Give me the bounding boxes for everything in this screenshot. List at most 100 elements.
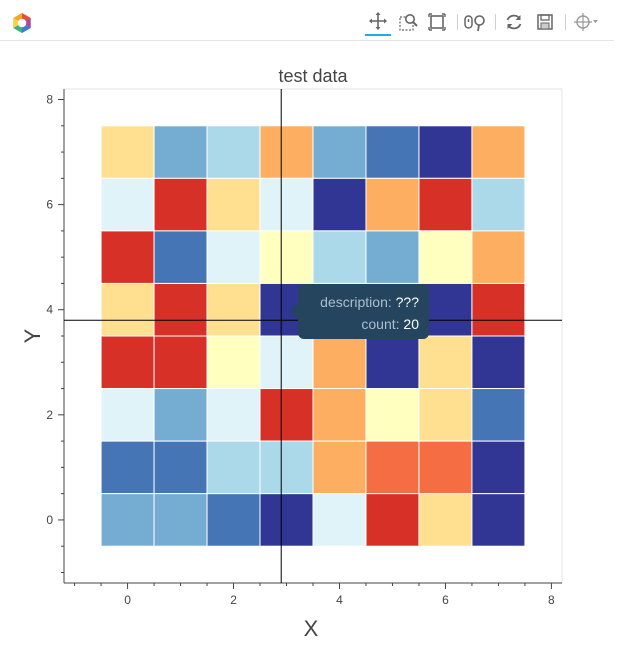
pan-icon	[369, 12, 387, 30]
heatmap-cell	[100, 282, 155, 337]
heatmap-cell	[312, 440, 367, 495]
heatmap-cell	[312, 493, 367, 547]
wheel-zoom-tool[interactable]	[463, 8, 489, 36]
x-tick-label: 6	[442, 593, 449, 607]
crosshair-icon	[574, 13, 598, 31]
tooltip-description-label: description:	[320, 294, 392, 310]
heatmap-cell	[100, 335, 155, 390]
tooltip-description-value: ???	[395, 294, 419, 310]
tooltip-count-label: count:	[361, 316, 400, 332]
y-tick-label: 6	[46, 198, 53, 212]
heatmap-cell	[206, 388, 261, 442]
heatmap-cell	[153, 335, 208, 390]
bokeh-logo-icon	[13, 13, 31, 33]
heatmap-cell	[153, 493, 208, 547]
reset-tool[interactable]	[501, 8, 527, 36]
heatmap-cell	[153, 125, 208, 179]
heatmap-cell	[100, 440, 155, 495]
heatmap-cell	[259, 177, 314, 232]
tooltip-count-row: count: 20	[298, 313, 419, 335]
heatmap-cell	[206, 230, 261, 284]
heatmap-cell	[471, 230, 526, 284]
heatmap-cell	[312, 177, 367, 232]
heatmap-cell	[418, 440, 473, 495]
heatmap-cell	[153, 177, 208, 232]
heatmap-cell	[312, 230, 367, 284]
box-select-icon	[428, 13, 446, 31]
tooltip-count-value: 20	[403, 316, 419, 332]
heatmap-cell	[471, 493, 526, 547]
x-tick-label: 4	[336, 593, 343, 607]
heatmap-cell	[471, 282, 526, 337]
heatmap-cell	[100, 125, 155, 179]
heatmap-cell	[471, 125, 526, 179]
heatmap-plot[interactable]: test data 0 2 4 6 8 0 2 4 6 8 X Y	[0, 50, 622, 647]
heatmap-cell	[100, 493, 155, 547]
heatmap-cell	[206, 282, 261, 337]
heatmap-cell	[312, 125, 367, 179]
x-tick-label: 0	[124, 593, 131, 607]
heatmap-cell	[259, 230, 314, 284]
heatmap-cell	[100, 177, 155, 232]
heatmap-cell	[365, 177, 420, 232]
heatmap-cell	[418, 493, 473, 547]
tooltip-arrow	[290, 303, 298, 319]
wheel-zoom-icon	[464, 15, 485, 32]
heatmap-cell	[418, 177, 473, 232]
heatmap-cell	[100, 388, 155, 442]
heatmap-cell	[153, 440, 208, 495]
box-zoom-icon	[399, 14, 418, 31]
reset-icon	[506, 14, 522, 30]
box-select-tool[interactable]	[424, 8, 450, 36]
heatmap-cell	[259, 440, 314, 495]
heatmap-cell	[365, 125, 420, 179]
heatmap-cell	[418, 335, 473, 390]
heatmap-cell	[259, 125, 314, 179]
heatmap-cell	[471, 388, 526, 442]
x-tick-label: 8	[548, 593, 555, 607]
heatmap-cell	[206, 177, 261, 232]
y-axis-label: Y	[20, 328, 45, 343]
x-tick-label: 2	[230, 593, 237, 607]
heatmap-cell	[153, 388, 208, 442]
y-tick-label: 2	[46, 408, 53, 422]
heatmap-cell	[100, 230, 155, 284]
heatmap-cell	[471, 177, 526, 232]
heatmap-cell	[259, 493, 314, 547]
save-icon	[537, 14, 553, 30]
crosshair-tool[interactable]	[572, 8, 600, 36]
box-zoom-tool[interactable]	[395, 8, 421, 36]
heatmap-cell	[206, 335, 261, 390]
toolbar	[0, 0, 614, 41]
heatmap-cell	[153, 230, 208, 284]
heatmap-cell	[153, 282, 208, 337]
hover-tooltip: description: ??? count: 20	[290, 284, 429, 339]
heatmap-cell	[259, 388, 314, 442]
heatmap-cell	[418, 230, 473, 284]
chart-title: test data	[278, 66, 348, 86]
heatmap-cell	[418, 125, 473, 179]
pan-tool[interactable]	[365, 8, 391, 36]
toolbar-separator	[457, 14, 458, 30]
heatmap-cell	[418, 388, 473, 442]
heatmap-cell	[312, 335, 367, 390]
heatmap-cell	[312, 388, 367, 442]
toolbar-separator	[565, 14, 566, 30]
heatmap-cell	[206, 440, 261, 495]
y-tick-label: 4	[46, 303, 53, 317]
heatmap-cell	[471, 440, 526, 495]
heatmap-cell	[259, 335, 314, 390]
heatmap-cell	[365, 388, 420, 442]
y-tick-label: 8	[46, 93, 53, 107]
y-tick-label: 0	[46, 513, 53, 527]
heatmap-cell	[365, 335, 420, 390]
heatmap-cell	[365, 493, 420, 547]
toolbar-separator	[495, 14, 496, 30]
heatmap-cell	[471, 335, 526, 390]
heatmap-cell	[206, 125, 261, 179]
heatmap-cell	[206, 493, 261, 547]
x-axis-label: X	[304, 616, 319, 641]
heatmap-cell	[365, 440, 420, 495]
tooltip-description-row: description: ???	[298, 291, 419, 313]
save-tool[interactable]	[532, 8, 558, 36]
